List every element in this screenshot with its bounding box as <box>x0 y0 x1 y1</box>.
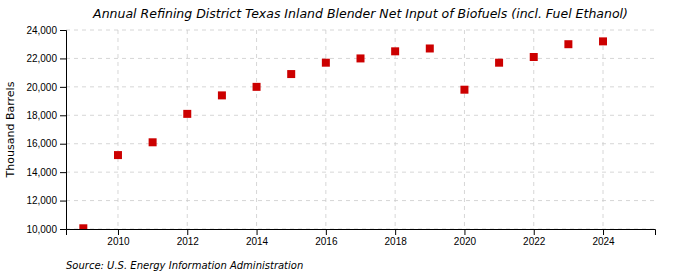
tick-mark <box>118 229 119 235</box>
tick-mark <box>326 229 327 235</box>
tick-label: 20,000 <box>26 82 57 93</box>
point <box>287 70 295 78</box>
point <box>253 83 261 91</box>
tick-mark <box>603 229 604 235</box>
tick: 22,000 <box>26 53 66 64</box>
tick-mark <box>60 87 66 88</box>
grid-line <box>395 30 396 229</box>
point <box>79 224 87 229</box>
tick: 2016 <box>315 229 338 247</box>
tick: 2010 <box>107 229 130 247</box>
plot: 2010 2012 2014 2016 2018 2020 2022 2024 10,000 12… <box>26 25 655 247</box>
tick-mark <box>60 115 66 116</box>
tick-label: 2024 <box>592 236 615 247</box>
point <box>322 59 330 67</box>
tick-label: 2012 <box>177 236 200 247</box>
tick-label: 2022 <box>523 236 546 247</box>
tick-mark <box>395 229 396 235</box>
tick: 16,000 <box>26 138 66 149</box>
axis-line <box>67 230 656 236</box>
tick: 18,000 <box>26 110 66 121</box>
tick-mark <box>60 172 66 173</box>
tick-mark <box>257 229 258 235</box>
tick-label: 2010 <box>107 236 130 247</box>
grid-line <box>66 86 655 87</box>
axis-line <box>60 31 67 230</box>
point <box>149 138 157 146</box>
tick-mark <box>187 229 188 235</box>
tick: 2024 <box>592 229 615 247</box>
tick: 2018 <box>385 229 408 247</box>
point <box>564 40 572 48</box>
tick-mark <box>60 30 66 31</box>
tick-label: 14,000 <box>26 167 57 178</box>
tick-mark <box>60 201 66 202</box>
x-axis: 2010 2012 2014 2016 2018 2020 2022 2024 <box>67 229 656 247</box>
tick: 2020 <box>454 229 477 247</box>
tick-label: 10,000 <box>26 224 57 235</box>
tick-label: 12,000 <box>26 195 57 206</box>
grid-line <box>117 30 118 229</box>
point <box>218 91 226 99</box>
point <box>357 54 365 62</box>
y-axis-title: Thousand Barrels <box>4 81 17 178</box>
tick-label: 16,000 <box>26 138 57 149</box>
grid-line <box>66 30 655 31</box>
tick: 24,000 <box>26 25 66 36</box>
grid <box>66 30 655 229</box>
tick-mark <box>60 58 66 59</box>
points <box>79 37 607 229</box>
tick: 10,000 <box>26 224 66 235</box>
grid-line <box>464 30 465 229</box>
tick: 2022 <box>523 229 546 247</box>
tick-label: 2020 <box>454 236 477 247</box>
point <box>183 110 191 118</box>
tick-label: 2014 <box>246 236 269 247</box>
point <box>599 37 607 45</box>
point <box>391 47 399 55</box>
point <box>495 59 503 67</box>
point <box>114 151 122 159</box>
tick: 2014 <box>246 229 269 247</box>
grid-line <box>66 172 655 173</box>
tick-label: 22,000 <box>26 53 57 64</box>
chart: 2010 2012 2014 2016 2018 2020 2022 2024 10,000 12… <box>0 0 675 275</box>
grid-line <box>66 115 655 116</box>
grid-line <box>187 30 188 229</box>
tick-mark <box>534 229 535 235</box>
point <box>530 53 538 61</box>
point <box>426 44 434 52</box>
tick-label: 2018 <box>385 236 408 247</box>
tick-label: 18,000 <box>26 110 57 121</box>
title: Annual Refining District Texas Inland Bl… <box>92 6 628 21</box>
tick: 2012 <box>177 229 200 247</box>
tick: 14,000 <box>26 167 66 178</box>
point <box>460 86 468 94</box>
tick-label: 2016 <box>315 236 338 247</box>
tick: 20,000 <box>26 82 66 93</box>
grid-line <box>66 200 655 201</box>
tick: 12,000 <box>26 195 66 206</box>
tick-label: 24,000 <box>26 25 57 36</box>
grid-line <box>256 30 257 229</box>
tick-mark <box>464 229 465 235</box>
source: Source: U.S. Energy Information Administ… <box>66 260 303 271</box>
tick-mark <box>60 229 66 230</box>
grid-line <box>603 30 604 229</box>
tick-mark <box>60 144 66 145</box>
y-axis: 10,000 12,000 14,000 16,000 18,000 20,000 22,0… <box>26 25 66 235</box>
